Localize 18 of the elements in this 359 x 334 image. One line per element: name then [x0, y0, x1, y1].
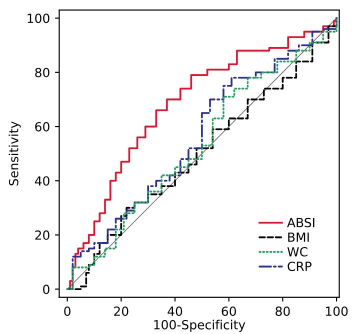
legend-label: ABSI: [287, 218, 314, 228]
y-axis-title: Sensitivity: [8, 121, 21, 186]
y-tick-label: 100: [28, 14, 50, 24]
x-tick-label: 20: [114, 306, 128, 316]
y-tick-label: 20: [35, 230, 50, 240]
x-tick-label: 0: [64, 306, 70, 316]
y-tick-label: 60: [35, 122, 50, 132]
x-tick-label: 40: [168, 306, 182, 316]
legend-label: WC: [287, 247, 308, 256]
legend-label: CRP: [288, 262, 312, 272]
x-axis-title: 100-Specificity: [154, 320, 246, 332]
x-tick-label: 60: [222, 306, 236, 316]
y-tick-label: 40: [34, 176, 50, 186]
legend-label: BMI: [288, 232, 309, 242]
x-tick-label: 100: [326, 306, 348, 316]
x-tick-label: 80: [276, 306, 290, 316]
y-tick-label: 80: [35, 68, 50, 78]
y-tick-label: 0: [43, 284, 50, 294]
